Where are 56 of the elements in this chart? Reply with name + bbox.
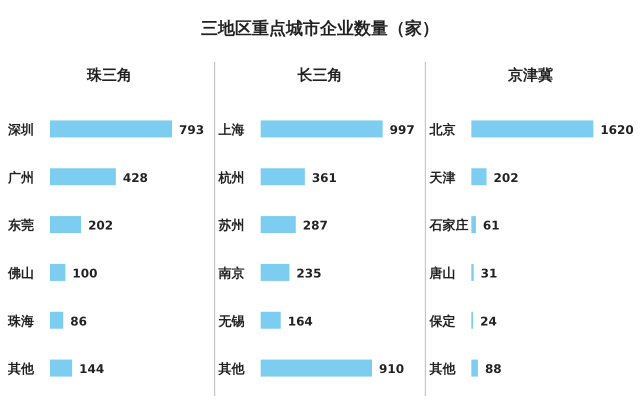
y-tick-label: 南京 xyxy=(218,265,245,282)
bar xyxy=(260,312,281,329)
data-label: 361 xyxy=(312,170,337,185)
bar xyxy=(50,120,172,138)
y-tick-label: 东莞 xyxy=(7,218,34,234)
bar xyxy=(50,216,82,234)
y-tick-label: 无锡 xyxy=(218,314,245,330)
data-label: 202 xyxy=(494,170,519,185)
data-label: 164 xyxy=(288,314,313,328)
data-label: 88 xyxy=(484,362,502,376)
bar xyxy=(50,168,116,186)
data-label: 202 xyxy=(88,218,114,233)
y-tick-label: 深圳 xyxy=(7,122,34,138)
bar xyxy=(260,360,372,377)
bar xyxy=(471,120,594,138)
data-label: 235 xyxy=(296,266,322,280)
data-label: 144 xyxy=(79,362,104,376)
y-tick-label: 其他 xyxy=(7,362,35,378)
y-tick-label: 广州 xyxy=(7,170,34,186)
data-label: 24 xyxy=(480,314,497,328)
y-tick-label: 天津 xyxy=(428,170,456,186)
bar xyxy=(471,360,478,377)
data-label: 287 xyxy=(302,218,328,233)
y-tick-label: 唐山 xyxy=(428,265,456,282)
data-label: 100 xyxy=(72,266,98,280)
chart-title: 长三角 xyxy=(296,66,342,84)
y-tick-label: 苏州 xyxy=(218,218,245,234)
y-tick-label: 北京 xyxy=(428,122,456,138)
data-label: 31 xyxy=(480,266,498,280)
bar xyxy=(260,120,383,138)
bar xyxy=(260,264,290,281)
data-label: 997 xyxy=(390,122,415,137)
text: 三地区重点城市企业数量（家） xyxy=(201,19,439,39)
y-tick-label: 珠海 xyxy=(7,314,34,330)
bar xyxy=(260,168,305,186)
data-label: 428 xyxy=(122,170,148,185)
y-tick-label: 佛山 xyxy=(7,266,34,282)
data-label: 1620 xyxy=(600,122,634,137)
bar xyxy=(471,168,487,186)
data-label: 86 xyxy=(70,314,87,328)
chart-title: 珠三角 xyxy=(86,66,132,84)
y-tick-label: 其他 xyxy=(218,362,246,378)
y-tick-label: 保定 xyxy=(428,313,456,330)
data-label: 910 xyxy=(379,362,404,376)
bar xyxy=(50,360,72,377)
y-tick-label: 其他 xyxy=(428,362,456,378)
chart-title: 京津冀 xyxy=(507,66,554,84)
bar xyxy=(50,312,64,329)
bar xyxy=(471,216,476,234)
y-tick-label: 杭州 xyxy=(218,170,245,186)
y-tick-label: 石家庄 xyxy=(428,218,468,234)
bar xyxy=(50,264,66,281)
data-label: 793 xyxy=(179,122,204,137)
data-label: 61 xyxy=(482,218,500,233)
bar xyxy=(260,216,296,234)
y-tick-label: 上海 xyxy=(218,122,245,138)
